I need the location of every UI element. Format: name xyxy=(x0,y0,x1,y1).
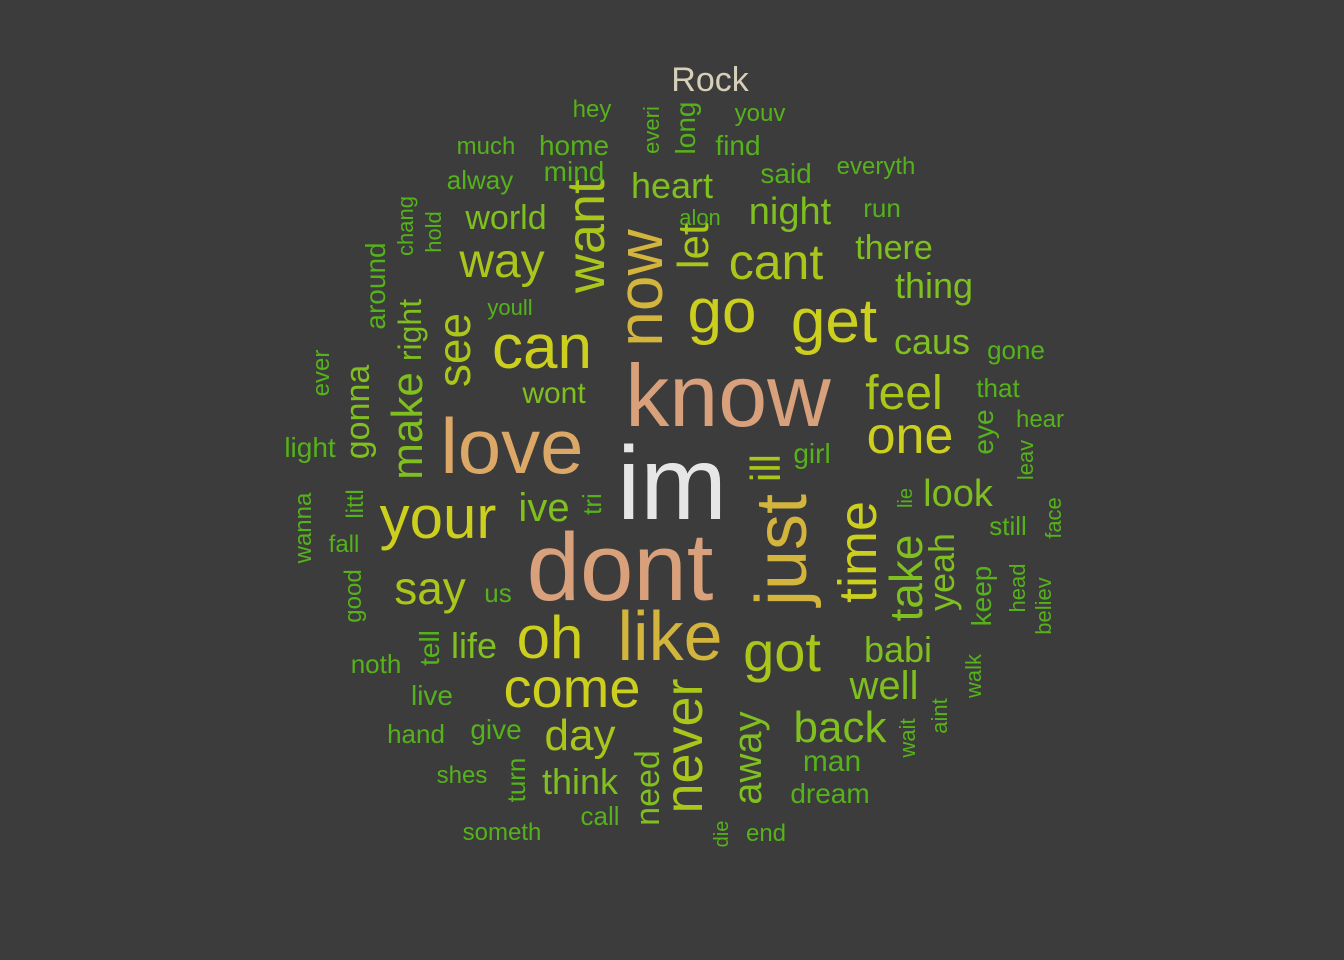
word-hand: hand xyxy=(387,719,445,749)
word-face: face xyxy=(1041,497,1066,539)
word-way: way xyxy=(459,235,545,288)
word-wait: wait xyxy=(895,718,920,758)
word-can: can xyxy=(492,313,592,382)
word-wont: wont xyxy=(522,377,586,410)
word-lie: lie xyxy=(895,487,917,509)
word-tri: tri xyxy=(577,493,607,515)
word-die: die xyxy=(711,820,733,848)
word-want: want xyxy=(556,178,616,294)
word-good: good xyxy=(340,569,367,623)
word-gonna: gonna xyxy=(339,364,377,460)
word-around: around xyxy=(360,242,391,330)
word-everi: everi xyxy=(639,106,664,154)
word-much: much xyxy=(456,133,516,160)
word-cant: cant xyxy=(728,234,824,290)
word-light: light xyxy=(284,432,336,463)
word-chang: chang xyxy=(393,196,418,256)
word-littl: littl xyxy=(342,489,369,519)
word-just: just xyxy=(742,493,822,607)
word-there: there xyxy=(855,229,933,267)
word-leav: leav xyxy=(1013,439,1038,481)
word-run: run xyxy=(863,193,901,223)
word-tell: tell xyxy=(414,630,445,666)
word-still: still xyxy=(989,511,1027,541)
word-hey: hey xyxy=(572,96,612,123)
word-wanna: wanna xyxy=(290,492,317,564)
word-long: long xyxy=(670,101,701,155)
word-home: home xyxy=(538,130,610,161)
word-alon: alon xyxy=(679,205,721,230)
word-said: said xyxy=(760,158,812,189)
word-see: see xyxy=(428,312,480,388)
word-ive: ive xyxy=(518,486,570,530)
cloud-title: Rock xyxy=(671,61,749,99)
word-ever: ever xyxy=(308,349,335,397)
word-life: life xyxy=(450,625,498,666)
word-think: think xyxy=(541,761,619,802)
word-feel: feel xyxy=(865,367,943,420)
word-oh: oh xyxy=(516,604,584,671)
word-give: give xyxy=(470,714,522,745)
word-find: find xyxy=(715,130,761,161)
word-time: time xyxy=(828,500,888,604)
word-youv: youv xyxy=(734,100,786,127)
word-caus: caus xyxy=(893,321,971,362)
word-heart: heart xyxy=(630,165,714,206)
word-keep: keep xyxy=(966,565,997,627)
word-everyth: everyth xyxy=(836,153,916,180)
word-head: head xyxy=(1005,563,1030,613)
word-walk: walk xyxy=(961,653,986,699)
word-hold: hold xyxy=(421,211,446,253)
word-got: got xyxy=(743,620,821,683)
word-end: end xyxy=(745,820,787,847)
word-get: get xyxy=(790,287,878,356)
word-world: world xyxy=(465,199,547,237)
word-turn: turn xyxy=(501,757,531,803)
word-im: im xyxy=(617,426,727,542)
word-ill: ill xyxy=(742,454,789,482)
word-need: need xyxy=(629,750,667,826)
word-yeah: yeah xyxy=(921,532,962,612)
word-youll: youll xyxy=(487,295,533,320)
word-someth: someth xyxy=(462,819,542,846)
word-go: go xyxy=(687,277,757,346)
word-alway: alway xyxy=(446,165,514,195)
word-your: your xyxy=(379,484,497,551)
word-fall: fall xyxy=(328,531,360,558)
word-come: come xyxy=(503,656,641,719)
word-shes: shes xyxy=(436,762,488,789)
word-know: know xyxy=(625,346,831,445)
word-babi: babi xyxy=(863,629,933,670)
word-like: like xyxy=(617,597,723,675)
word-live: live xyxy=(410,680,454,711)
word-one: one xyxy=(866,407,954,465)
word-dont: dont xyxy=(526,514,714,621)
word-man: man xyxy=(802,745,862,778)
word-now: now xyxy=(604,229,676,347)
word-call: call xyxy=(580,801,620,831)
word-us: us xyxy=(484,578,512,608)
word-mind: mind xyxy=(543,156,605,187)
word-right: right xyxy=(392,298,428,362)
word-love: love xyxy=(440,402,584,490)
word-noth: noth xyxy=(350,649,402,679)
word-girl: girl xyxy=(793,438,831,469)
word-eye: eye xyxy=(968,409,999,455)
word-back: back xyxy=(793,703,887,752)
word-say: say xyxy=(394,562,466,614)
word-gone: gone xyxy=(987,335,1045,365)
word-day: day xyxy=(544,711,616,760)
word-away: away xyxy=(726,711,770,805)
word-thing: thing xyxy=(894,265,974,306)
word-make: make xyxy=(383,372,432,480)
word-hear: hear xyxy=(1015,406,1065,433)
word-dream: dream xyxy=(790,778,870,809)
word-aint: aint xyxy=(927,698,952,734)
word-believ: believ xyxy=(1031,577,1056,635)
word-night: night xyxy=(748,191,832,233)
word-look: look xyxy=(923,473,993,515)
word-well: well xyxy=(849,664,919,708)
word-that: that xyxy=(976,373,1020,403)
